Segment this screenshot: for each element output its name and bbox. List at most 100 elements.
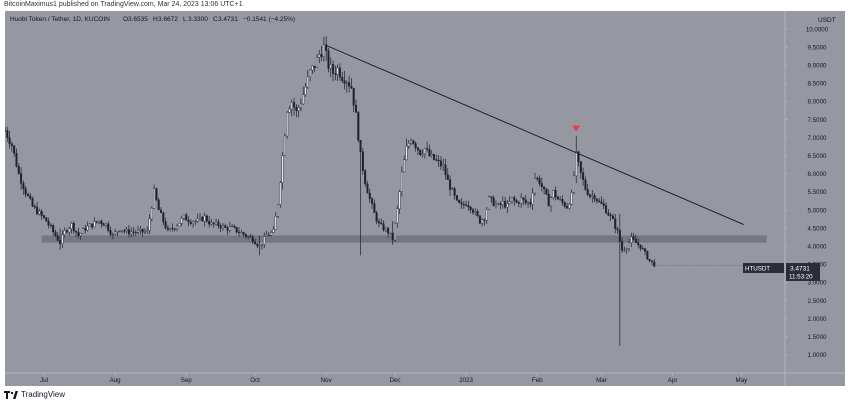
candle-body — [536, 178, 539, 180]
candle-body — [217, 221, 220, 226]
candle-body — [563, 202, 566, 207]
price-tick-label: 1.5000 — [808, 334, 827, 341]
candle-body — [315, 57, 319, 68]
candle-body — [364, 170, 367, 185]
support-zone — [41, 235, 767, 243]
candle-body — [435, 159, 438, 161]
candle-body — [134, 231, 137, 233]
candle-body — [212, 222, 215, 225]
candle-body — [31, 198, 34, 207]
candle-body — [373, 203, 376, 213]
time-tick-label: Oct — [250, 377, 260, 384]
candle-body — [86, 225, 89, 231]
candle-body — [123, 230, 126, 232]
candle-body — [332, 64, 335, 74]
candle-body — [173, 228, 176, 230]
candle-body — [391, 232, 394, 241]
candle-body — [416, 147, 419, 151]
candle-body — [36, 206, 39, 215]
candle-body — [513, 197, 516, 201]
candle-body — [247, 236, 250, 238]
candle-body — [208, 220, 211, 225]
candle-body — [382, 223, 385, 231]
candle-body — [125, 229, 128, 232]
candle-body — [98, 220, 101, 223]
candle-body — [384, 228, 387, 231]
candle-body — [20, 173, 23, 184]
candle-body — [527, 202, 530, 204]
candle-body — [47, 221, 50, 226]
price-tick-label: 1.0000 — [808, 352, 827, 359]
tradingview-brand[interactable]: TradingView — [4, 390, 65, 399]
candle-body — [15, 153, 18, 167]
candle-body — [322, 44, 325, 57]
candle-body — [478, 215, 481, 224]
candle-body — [361, 151, 364, 171]
price-tag — [786, 263, 820, 281]
candle-body — [524, 199, 527, 204]
price-tick-label: 4.0000 — [808, 244, 827, 251]
candle-body — [26, 193, 29, 196]
price-tick-label: 10.0000 — [806, 26, 829, 33]
candle-body — [187, 220, 190, 223]
candle-body — [588, 194, 592, 197]
candle-body — [556, 196, 559, 200]
candle-body — [148, 218, 151, 231]
candle-body — [632, 236, 635, 240]
candle-body — [196, 218, 199, 222]
price-chart[interactable]: 1.00001.50002.00002.50003.00003.50004.00… — [5, 11, 845, 386]
candle-body — [600, 201, 603, 204]
candle-body — [549, 197, 553, 207]
candle-body — [593, 195, 596, 200]
candle-body — [270, 232, 273, 236]
symbol-name: Huobi Token / Tether, 1D, KUCOIN — [10, 16, 110, 23]
candle-body — [602, 203, 605, 206]
candle-body — [341, 76, 344, 81]
current-price-label[interactable]: HTUSDT 3.4731 11:53:20 — [743, 263, 820, 281]
candle-body — [24, 188, 27, 195]
sell-signal-marker — [572, 125, 581, 132]
candle-body — [485, 209, 488, 221]
candle-body — [84, 228, 87, 231]
price-axis: 1.00001.50002.00002.50003.00003.50004.00… — [785, 26, 829, 359]
candle-body — [561, 199, 564, 203]
candle-body — [579, 161, 582, 173]
candle-body — [180, 218, 183, 224]
candle-body — [646, 251, 649, 260]
candle-body — [279, 182, 282, 205]
descending-trendline — [325, 44, 744, 225]
ohlc-open-label: O — [123, 16, 128, 23]
currency-label: USDT — [818, 17, 836, 24]
candle-body — [540, 183, 543, 187]
time-tick-label: May — [736, 377, 749, 384]
candle-body — [460, 202, 463, 205]
candle-body — [627, 242, 631, 249]
candle-body — [88, 223, 91, 227]
candle-body — [295, 107, 298, 111]
candle-body — [393, 222, 397, 241]
candle-body — [467, 205, 470, 208]
candle-body — [483, 219, 486, 221]
candle-body — [192, 221, 195, 224]
candle-body — [566, 206, 569, 209]
candle-body — [465, 204, 468, 206]
candle-body — [366, 183, 369, 194]
candle-body — [164, 221, 167, 229]
candle-body — [127, 229, 130, 235]
price-tick-label: 2.5000 — [808, 298, 827, 305]
candle-body — [377, 221, 380, 224]
candle-body — [95, 221, 98, 223]
time-tick-label: 2023 — [459, 377, 473, 384]
candle-body — [439, 160, 442, 167]
candle-body — [137, 230, 140, 233]
candle-body — [396, 208, 399, 224]
candle-body — [265, 234, 268, 237]
candle-body — [446, 174, 449, 180]
candle-body — [313, 65, 316, 68]
candle-body — [488, 196, 491, 210]
candle-body — [13, 145, 16, 154]
candle-body — [515, 200, 518, 203]
candle-body — [471, 209, 475, 213]
price-tick-label: 4.5000 — [808, 225, 827, 232]
price-tick-label: 8.5000 — [808, 81, 827, 88]
